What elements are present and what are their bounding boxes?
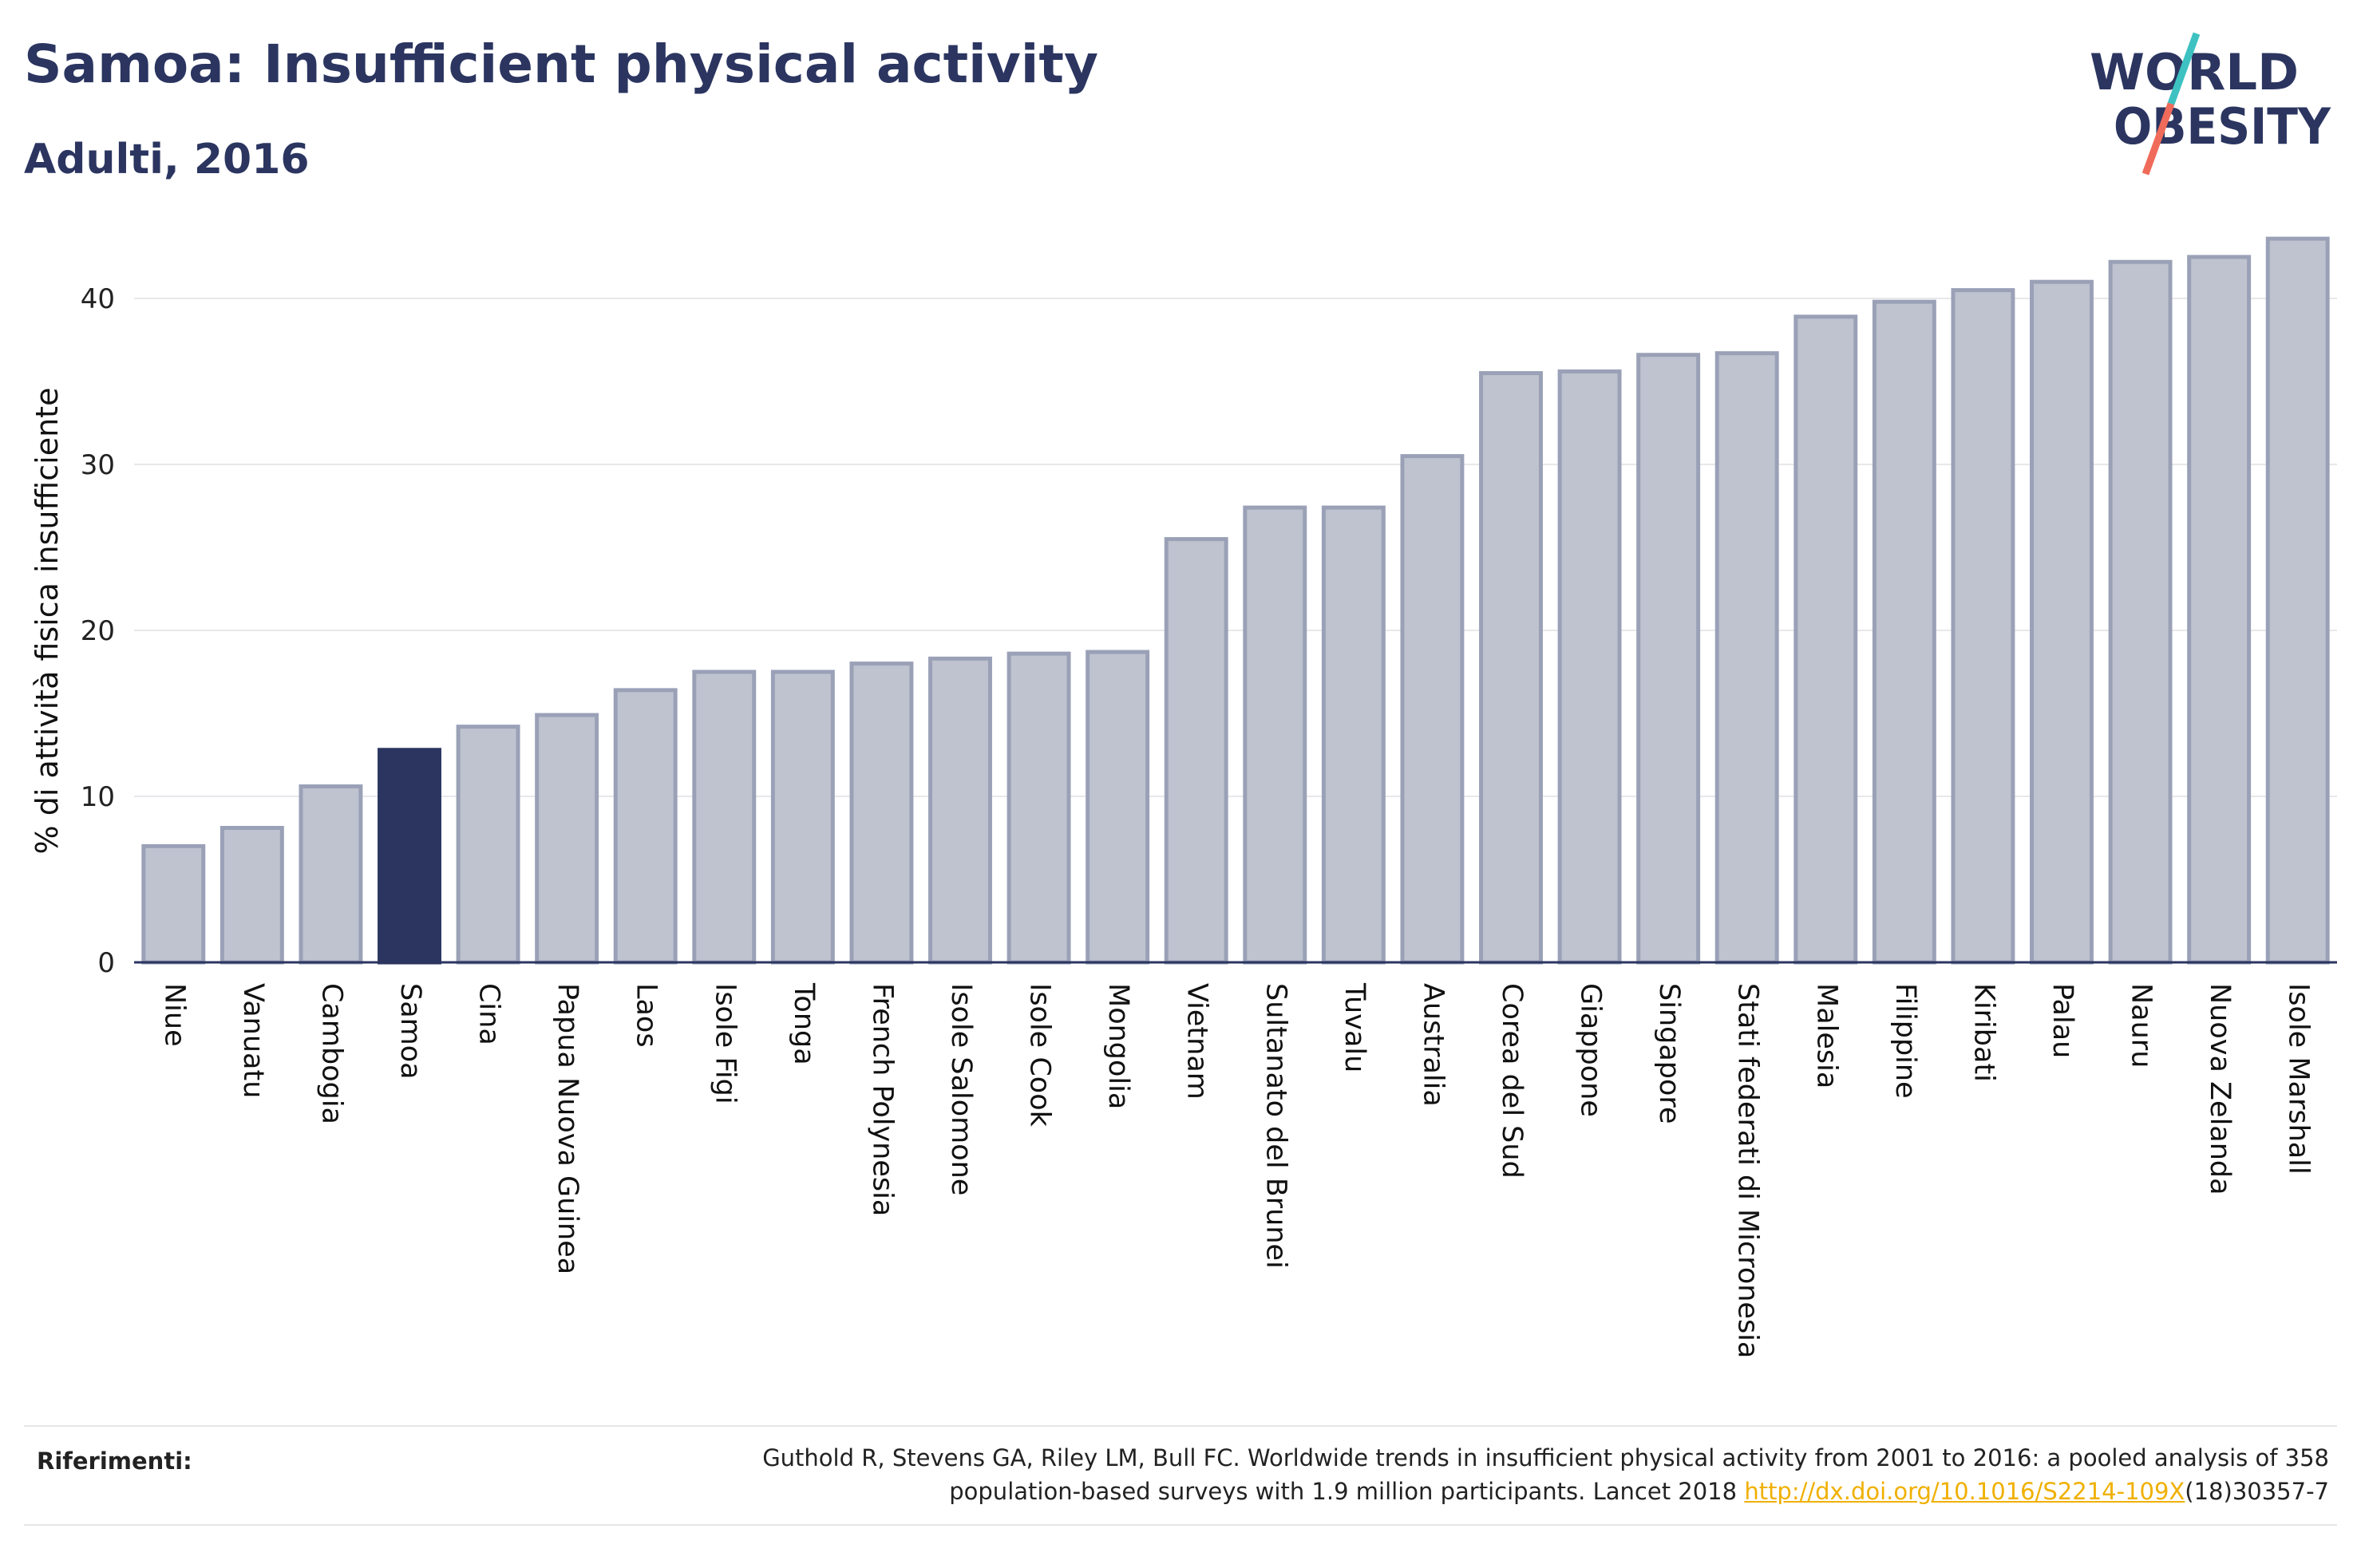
world-obesity-logo: WORLD OBESITY bbox=[2090, 32, 2331, 176]
bar-singapore[interactable] bbox=[1636, 353, 1701, 965]
x-tick-label: Vietnam bbox=[1181, 983, 1213, 1100]
x-tick-label: Isole Salomone bbox=[945, 983, 977, 1195]
x-tick-label: Mongolia bbox=[1102, 983, 1134, 1109]
x-tick-label: Isole Marshall bbox=[2283, 983, 2315, 1175]
x-tick-label: Cina bbox=[473, 983, 505, 1045]
bar-giappone[interactable] bbox=[1557, 369, 1622, 965]
labels: 0 10 20 30 40 Niue Vanuatu Cambogia Samoa Cina Pap… bbox=[30, 283, 2315, 1358]
y-tick-label: 10 bbox=[81, 781, 115, 813]
logo-slash-bottom bbox=[2142, 102, 2175, 176]
x-tick-label: Filippine bbox=[1889, 983, 1921, 1099]
bar-stati-federati-di-micronesia[interactable] bbox=[1714, 351, 1779, 965]
bar-chart: 0 10 20 30 40 Niue Vanuatu Cambogia Samoa Cina Pap… bbox=[30, 236, 2337, 1358]
bar-french-polynesia[interactable] bbox=[849, 662, 914, 965]
bar-isole-cook[interactable] bbox=[1006, 651, 1071, 965]
x-tick-label: Laos bbox=[631, 983, 662, 1048]
x-tick-label: Australia bbox=[1417, 983, 1449, 1107]
x-tick-label: Vanuatu bbox=[237, 983, 269, 1098]
bar-isole-marshall[interactable] bbox=[2265, 236, 2330, 965]
page-subtitle: Adulti, 2016 bbox=[24, 136, 310, 184]
references-line2-after: (18)30357-7 bbox=[2185, 1478, 2329, 1505]
y-tick-label: 40 bbox=[81, 283, 115, 315]
y-tick-label: 0 bbox=[97, 947, 115, 979]
x-tick-label: Tuvalu bbox=[1339, 982, 1370, 1072]
x-tick-label: Isole Cook bbox=[1024, 983, 1056, 1128]
page-title: Samoa: Insufficient physical activity bbox=[24, 34, 1099, 95]
x-tick-label: Palau bbox=[2047, 983, 2078, 1058]
x-tick-label: Malesia bbox=[1810, 983, 1842, 1088]
bar-niue[interactable] bbox=[141, 843, 206, 965]
y-tick-label: 30 bbox=[81, 449, 115, 481]
bar-nauru[interactable] bbox=[2108, 259, 2173, 965]
bar-australia[interactable] bbox=[1400, 454, 1465, 965]
bar-cina[interactable] bbox=[456, 725, 520, 965]
bar-laos[interactable] bbox=[613, 688, 678, 965]
bar-papua-nuova-guinea[interactable] bbox=[535, 713, 599, 965]
bar-sultanato-del-brunei[interactable] bbox=[1243, 505, 1307, 965]
x-tick-label: Tonga bbox=[788, 982, 820, 1065]
x-tick-label: Nauru bbox=[2126, 983, 2157, 1068]
references-label: Riferimenti: bbox=[37, 1448, 192, 1475]
x-tick-label: French Polynesia bbox=[866, 983, 898, 1216]
bar-isole-figi[interactable] bbox=[692, 669, 757, 965]
bars bbox=[141, 236, 2330, 965]
references-top-divider bbox=[24, 1425, 2337, 1427]
references-line2-before: population-based surveys with 1.9 millio… bbox=[949, 1478, 1745, 1505]
bar-palau[interactable] bbox=[2030, 279, 2094, 965]
bar-samoa[interactable] bbox=[378, 748, 441, 965]
logo-line2: OBESITY bbox=[2114, 97, 2331, 156]
bar-cambogia[interactable] bbox=[299, 784, 363, 965]
x-tick-label: Corea del Sud bbox=[1496, 983, 1528, 1179]
x-tick-label: Giappone bbox=[1575, 983, 1607, 1117]
x-tick-label: Samoa bbox=[394, 983, 426, 1080]
bar-vietnam[interactable] bbox=[1164, 537, 1228, 965]
references-line2: population-based surveys with 1.9 millio… bbox=[573, 1475, 2329, 1508]
bar-nuova-zelanda[interactable] bbox=[2187, 255, 2252, 965]
x-tick-label: Niue bbox=[158, 983, 190, 1047]
bar-filippine[interactable] bbox=[1872, 299, 1936, 965]
references-doi-link[interactable]: http://dx.doi.org/10.1016/S2214-109X bbox=[1744, 1478, 2185, 1505]
x-tick-label: Cambogia bbox=[315, 983, 347, 1124]
x-tick-label: Stati federati di Micronesia bbox=[1732, 983, 1764, 1358]
bar-mongolia[interactable] bbox=[1086, 650, 1150, 965]
bar-tuvalu[interactable] bbox=[1321, 505, 1386, 965]
x-tick-label: Nuova Zelanda bbox=[2204, 983, 2236, 1195]
references-text: Guthold R, Stevens GA, Riley LM, Bull FC… bbox=[573, 1441, 2329, 1508]
bar-vanuatu[interactable] bbox=[219, 826, 284, 965]
logo-slash-top bbox=[2167, 32, 2201, 105]
x-tick-label: Sultanato del Brunei bbox=[1260, 983, 1291, 1269]
references-line1: Guthold R, Stevens GA, Riley LM, Bull FC… bbox=[762, 1444, 2329, 1471]
logo-line1: WORLD bbox=[2090, 43, 2299, 101]
bar-kiribati[interactable] bbox=[1951, 288, 2015, 965]
x-tick-label: Isole Figi bbox=[709, 983, 741, 1104]
bar-corea-del-sud[interactable] bbox=[1479, 371, 1543, 965]
x-tick-label: Singapore bbox=[1653, 983, 1685, 1124]
x-tick-label: Kiribati bbox=[1968, 983, 1999, 1082]
bar-malesia[interactable] bbox=[1793, 314, 1858, 965]
y-tick-label: 20 bbox=[81, 615, 115, 647]
references-bottom-divider bbox=[24, 1524, 2337, 1526]
bar-isole-salomone[interactable] bbox=[928, 656, 992, 965]
bar-tonga[interactable] bbox=[770, 669, 835, 965]
y-axis-label: % di attività fisica insufficiente bbox=[30, 388, 65, 855]
x-tick-label: Papua Nuova Guinea bbox=[552, 983, 583, 1274]
